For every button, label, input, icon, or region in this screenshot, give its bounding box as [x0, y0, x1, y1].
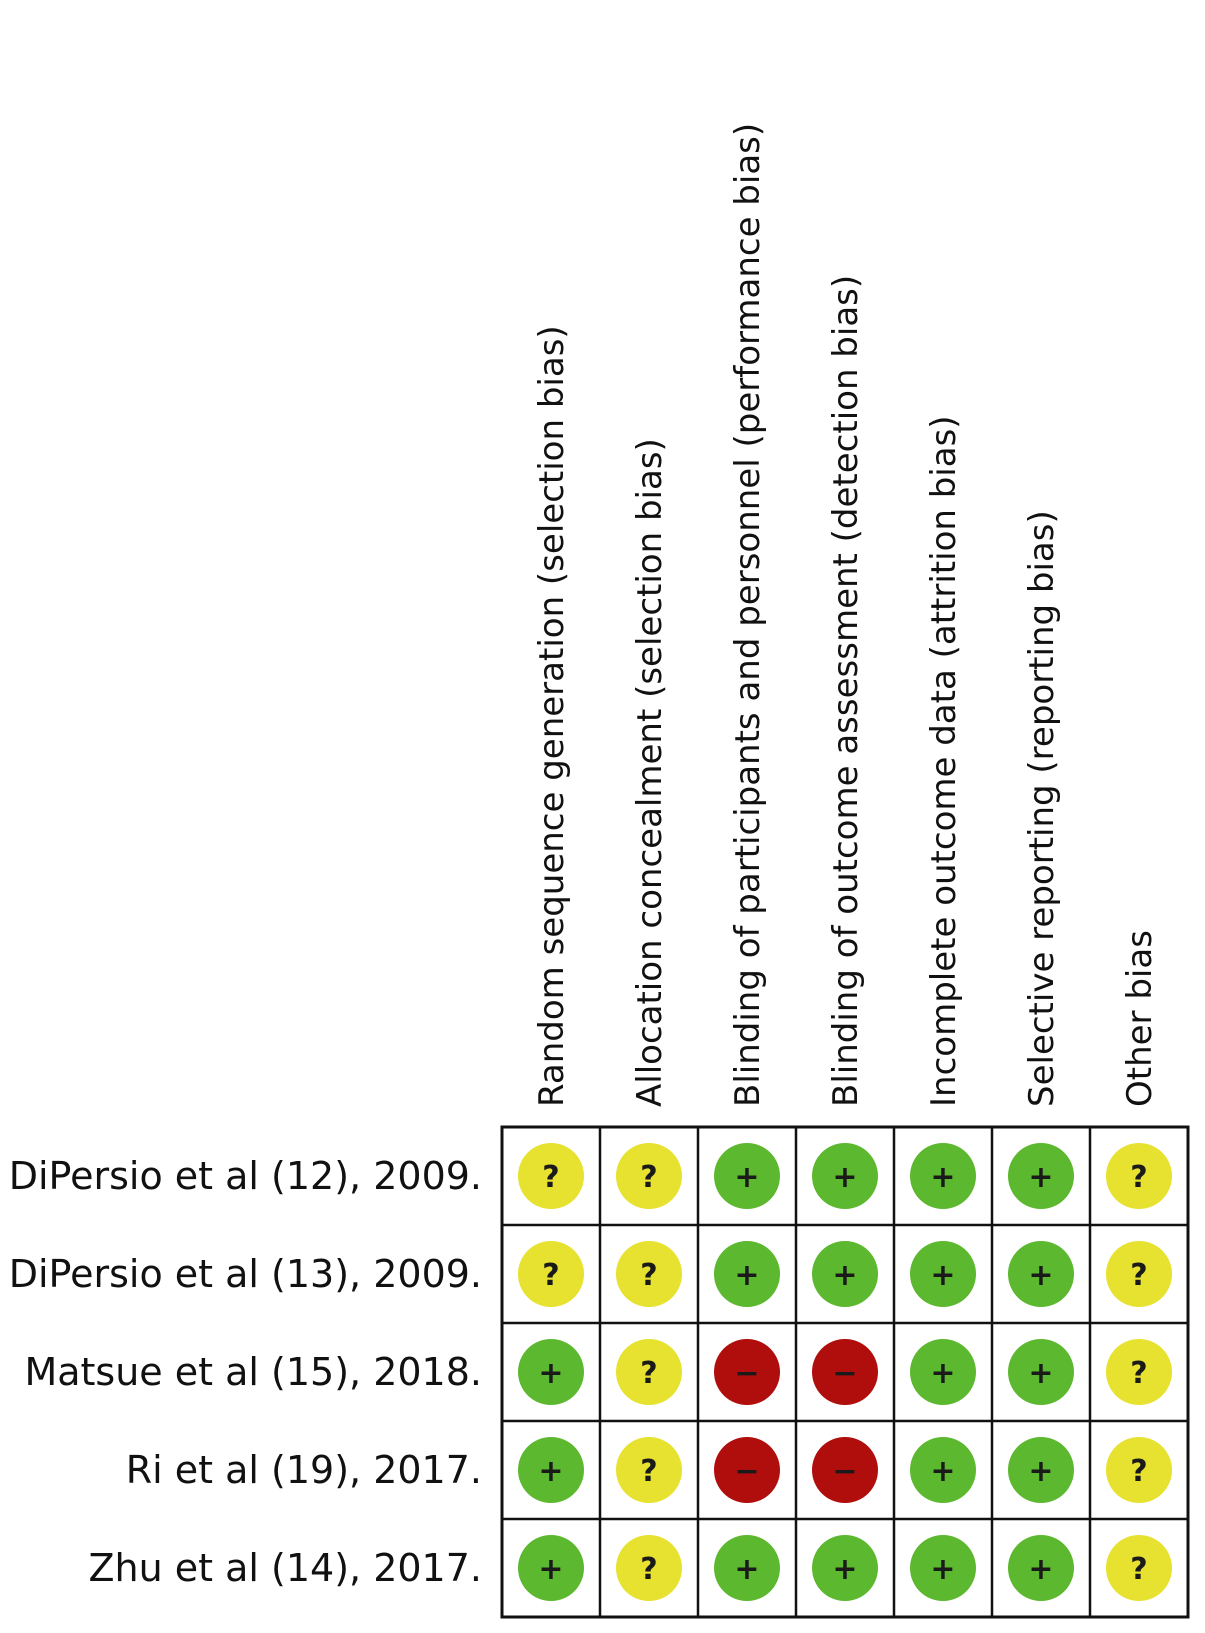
low-risk-symbol: + — [538, 1356, 563, 1391]
column-label: Other bias — [1120, 930, 1160, 1107]
row-label: Zhu et al (14), 2017. — [88, 1546, 482, 1590]
row-label: DiPersio et al (13), 2009. — [9, 1252, 482, 1296]
unclear-risk-symbol: ? — [542, 1160, 559, 1195]
unclear-risk-symbol: ? — [1130, 1258, 1147, 1293]
low-risk-circle — [910, 1339, 976, 1405]
low-risk-symbol: + — [930, 1356, 955, 1391]
low-risk-circle — [518, 1437, 584, 1503]
column-label: Blinding of outcome assessment (detectio… — [826, 275, 866, 1107]
low-risk-symbol: + — [930, 1454, 955, 1489]
grid-border — [500, 1125, 1190, 1619]
low-risk-symbol: + — [734, 1160, 759, 1195]
column-label: Selective reporting (reporting bias) — [1022, 510, 1062, 1107]
low-risk-circle — [518, 1339, 584, 1405]
unclear-risk-symbol: ? — [1130, 1356, 1147, 1391]
low-risk-circle — [812, 1535, 878, 1601]
low-risk-symbol: + — [1028, 1454, 1053, 1489]
high-risk-circle — [812, 1339, 878, 1405]
unclear-risk-circle — [616, 1339, 682, 1405]
low-risk-symbol: + — [1028, 1160, 1053, 1195]
column-label: Allocation concealment (selection bias) — [630, 438, 670, 1107]
low-risk-circle — [910, 1535, 976, 1601]
unclear-risk-symbol: ? — [640, 1160, 657, 1195]
unclear-risk-circle — [518, 1241, 584, 1307]
low-risk-symbol: + — [734, 1552, 759, 1587]
low-risk-symbol: + — [1028, 1356, 1053, 1391]
unclear-risk-symbol: ? — [640, 1552, 657, 1587]
low-risk-circle — [1008, 1339, 1074, 1405]
unclear-risk-circle — [616, 1437, 682, 1503]
low-risk-circle — [812, 1143, 878, 1209]
unclear-risk-symbol: ? — [542, 1258, 559, 1293]
unclear-risk-circle — [616, 1143, 682, 1209]
unclear-risk-circle — [616, 1241, 682, 1307]
high-risk-symbol: − — [734, 1454, 759, 1489]
low-risk-symbol: + — [1028, 1552, 1053, 1587]
judgement-cells: ?? + + + +??? + + + + ? +? − − + + ? +? − − + + ? +? + + + +? — [518, 1143, 1172, 1601]
column-label: Random sequence generation (selection bi… — [532, 325, 572, 1107]
unclear-risk-circle — [616, 1535, 682, 1601]
column-label: Incomplete outcome data (attrition bias) — [924, 415, 964, 1107]
column-label: Blinding of participants and personnel (… — [728, 123, 768, 1107]
high-risk-symbol: − — [832, 1356, 857, 1391]
high-risk-circle — [714, 1339, 780, 1405]
judgement-grid — [500, 1125, 1190, 1619]
unclear-risk-symbol: ? — [640, 1454, 657, 1489]
low-risk-circle — [714, 1241, 780, 1307]
low-risk-circle — [518, 1535, 584, 1601]
unclear-risk-symbol: ? — [1130, 1454, 1147, 1489]
low-risk-circle — [1008, 1241, 1074, 1307]
unclear-risk-circle — [1106, 1339, 1172, 1405]
high-risk-symbol: − — [734, 1356, 759, 1391]
unclear-risk-symbol: ? — [640, 1258, 657, 1293]
low-risk-circle — [910, 1437, 976, 1503]
high-risk-circle — [812, 1437, 878, 1503]
low-risk-circle — [714, 1535, 780, 1601]
low-risk-symbol: + — [930, 1160, 955, 1195]
low-risk-circle — [1008, 1535, 1074, 1601]
row-label: Ri et al (19), 2017. — [126, 1448, 482, 1492]
low-risk-symbol: + — [832, 1160, 857, 1195]
low-risk-circle — [1008, 1437, 1074, 1503]
unclear-risk-circle — [1106, 1143, 1172, 1209]
column-labels: Random sequence generation (selection bi… — [532, 123, 1160, 1107]
low-risk-symbol: + — [930, 1258, 955, 1293]
row-label: Matsue et al (15), 2018. — [24, 1350, 482, 1394]
unclear-risk-circle — [518, 1143, 584, 1209]
low-risk-symbol: + — [832, 1552, 857, 1587]
low-risk-circle — [910, 1241, 976, 1307]
unclear-risk-circle — [1106, 1535, 1172, 1601]
high-risk-symbol: − — [832, 1454, 857, 1489]
low-risk-symbol: + — [1028, 1258, 1053, 1293]
low-risk-symbol: + — [930, 1552, 955, 1587]
low-risk-circle — [812, 1241, 878, 1307]
row-labels: DiPersio et al (12), 2009. DiPersio et al… — [9, 1154, 482, 1590]
unclear-risk-circle — [1106, 1437, 1172, 1503]
low-risk-symbol: + — [832, 1258, 857, 1293]
low-risk-symbol: + — [538, 1552, 563, 1587]
high-risk-circle — [714, 1437, 780, 1503]
low-risk-circle — [910, 1143, 976, 1209]
low-risk-circle — [714, 1143, 780, 1209]
unclear-risk-symbol: ? — [640, 1356, 657, 1391]
unclear-risk-symbol: ? — [1130, 1160, 1147, 1195]
unclear-risk-symbol: ? — [1130, 1552, 1147, 1587]
low-risk-symbol: + — [538, 1454, 563, 1489]
unclear-risk-circle — [1106, 1241, 1172, 1307]
low-risk-circle — [1008, 1143, 1074, 1209]
row-label: DiPersio et al (12), 2009. — [9, 1154, 482, 1198]
low-risk-symbol: + — [734, 1258, 759, 1293]
